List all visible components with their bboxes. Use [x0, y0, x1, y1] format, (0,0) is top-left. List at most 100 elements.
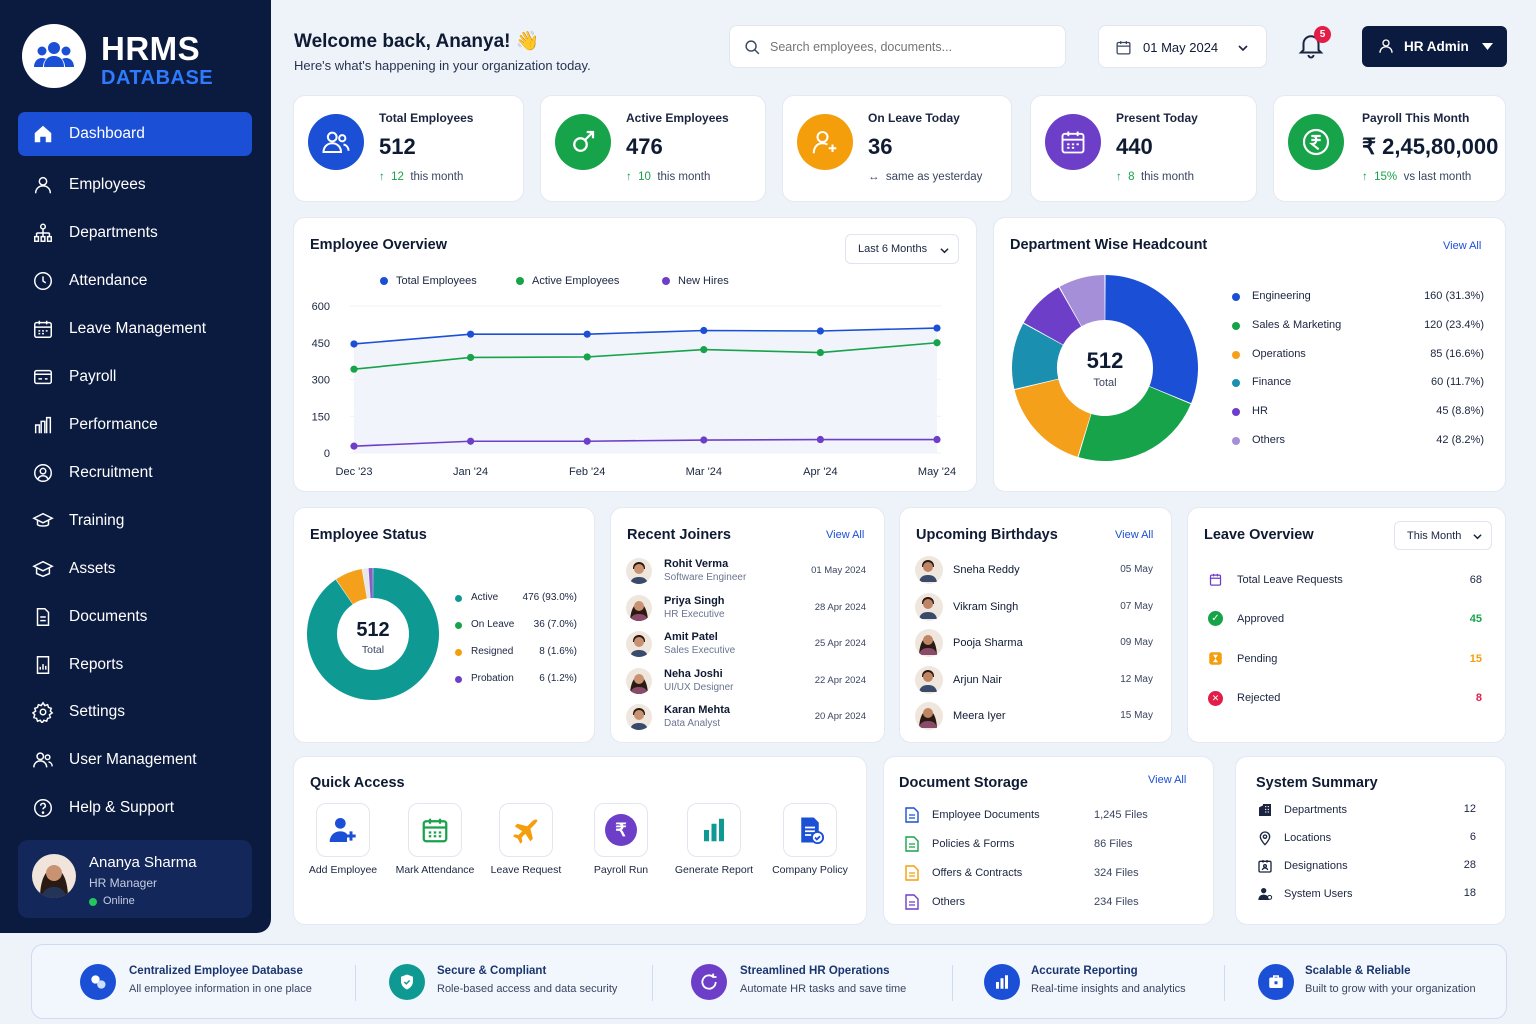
donut-slice[interactable] [1012, 323, 1063, 389]
data-point[interactable] [933, 339, 941, 347]
data-point[interactable] [350, 340, 358, 348]
card-title: Recent Joiners [627, 527, 731, 543]
storage-label[interactable]: Offers & Contracts [932, 867, 1023, 879]
stat-title: Present Today [1116, 111, 1198, 125]
analytics-icon [984, 964, 1020, 1000]
notification-button[interactable]: 5 [1296, 26, 1331, 62]
donut-slice[interactable] [1014, 379, 1091, 457]
sidebar-item-employees[interactable]: Employees [18, 163, 252, 207]
stat-card-total-employees[interactable]: Total Employees 512 ↑ 12 this month [293, 95, 524, 202]
payroll-run-button[interactable]: ₹ [594, 803, 648, 857]
data-point[interactable] [816, 435, 825, 444]
birthday-name[interactable]: Meera Iyer [953, 710, 1006, 722]
donut-slice[interactable] [1105, 275, 1198, 404]
data-point[interactable] [467, 353, 475, 362]
calendar-icon [422, 818, 448, 843]
company-policy-button[interactable] [783, 803, 837, 857]
generate-report-button[interactable] [687, 803, 741, 857]
data-point[interactable] [583, 353, 591, 361]
data-point[interactable] [933, 324, 941, 332]
view-all-link[interactable]: View All [826, 529, 865, 541]
data-point[interactable] [816, 327, 825, 335]
add-employee-button[interactable] [316, 803, 370, 857]
birthday-name[interactable]: Arjun Nair [953, 673, 1002, 686]
storage-value: 86 Files [1094, 838, 1133, 850]
database-icon [80, 964, 116, 1000]
leave-value: 8 [1475, 692, 1482, 704]
donut-slice[interactable] [368, 568, 373, 599]
data-point[interactable] [933, 435, 941, 444]
joiner-role: Sales Executive [664, 645, 736, 656]
data-point[interactable] [467, 330, 475, 338]
data-point[interactable] [700, 326, 708, 335]
storage-label[interactable]: Others [932, 896, 966, 908]
donut-slice[interactable] [1059, 275, 1105, 327]
leave-request-button[interactable] [499, 803, 553, 857]
stat-card-present-today[interactable]: Present Today 440 ↑ 8 this month [1030, 95, 1257, 202]
sidebar-item-help-support[interactable]: Help & Support [18, 786, 252, 830]
joiner-name[interactable]: Karan Mehta [664, 704, 731, 716]
donut-slice[interactable] [336, 568, 367, 605]
birthday-name[interactable]: Sneha Reddy [953, 564, 1020, 576]
joiner-name[interactable]: Priya Singh [664, 594, 725, 607]
view-all-link[interactable]: View All [1115, 529, 1154, 541]
mark-attendance-button[interactable] [408, 803, 462, 857]
birthday-name[interactable]: Pooja Sharma [953, 637, 1023, 649]
welcome-title: Welcome back, Ananya! 👋 [294, 31, 540, 52]
sidebar-item-leave-management[interactable]: Leave Management [18, 307, 252, 351]
data-point[interactable] [350, 442, 358, 450]
sidebar-item-attendance[interactable]: Attendance [18, 259, 252, 303]
stat-card-active-employees[interactable]: Active Employees 476 ↑ 10 this month [540, 95, 766, 202]
date-picker[interactable]: 01 May 2024 [1098, 25, 1267, 68]
data-point[interactable] [700, 346, 708, 354]
card-title: Document Storage [899, 775, 1028, 791]
sidebar-item-assets[interactable]: Assets [18, 547, 252, 591]
data-point[interactable] [583, 437, 591, 445]
data-point[interactable] [467, 437, 475, 445]
stat-card-on-leave[interactable]: On Leave Today 36 ↔ same as yesterday [782, 95, 1012, 202]
data-point[interactable] [583, 330, 591, 338]
legend-dot [455, 595, 462, 602]
data-point[interactable] [700, 436, 708, 444]
sidebar-item-reports[interactable]: Reports [18, 643, 252, 687]
data-point[interactable] [350, 365, 358, 373]
joiner-name[interactable]: Amit Patel [664, 631, 718, 643]
leave-range-dropdown[interactable]: This Month [1394, 521, 1492, 550]
donut-slice[interactable] [1078, 386, 1191, 461]
user-profile-card[interactable]: Ananya Sharma HR Manager Online [18, 840, 252, 918]
sidebar-item-training[interactable]: Training [18, 499, 252, 543]
joiner-name[interactable]: Rohit Verma [664, 558, 729, 570]
series-line [353, 438, 937, 447]
stat-card-payroll[interactable]: Payroll This Month ₹ 2,45,80,000 ↑ 15% v… [1273, 95, 1506, 202]
user-menu-button[interactable]: HR Admin [1362, 26, 1507, 67]
sidebar-item-departments[interactable]: Departments [18, 211, 252, 255]
joiner-name[interactable]: Neha Joshi [664, 667, 723, 680]
sidebar-item-recruitment[interactable]: Recruitment [18, 451, 252, 495]
birthday-name[interactable]: Vikram Singh [953, 600, 1019, 613]
profile-role: HR Manager [89, 876, 158, 890]
sidebar-item-payroll[interactable]: Payroll [18, 355, 252, 399]
series-line [353, 341, 938, 371]
data-point[interactable] [816, 348, 825, 357]
donut-slice[interactable] [362, 568, 371, 599]
range-dropdown[interactable]: Last 6 Months [845, 234, 959, 264]
stat-delta: ↑ 12 this month [379, 171, 464, 183]
storage-label[interactable]: Policies & Forms [932, 838, 1015, 850]
sidebar-item-dashboard[interactable]: Dashboard [18, 112, 252, 156]
storage-label[interactable]: Employee Documents [932, 809, 1040, 821]
sidebar-item-user-management[interactable]: User Management [18, 738, 252, 782]
sidebar-item-settings[interactable]: Settings [18, 690, 252, 734]
chevron-down-icon [1238, 45, 1248, 52]
donut-slice[interactable] [1023, 287, 1082, 345]
sidebar-item-documents[interactable]: Documents [18, 595, 252, 639]
donut-slice[interactable] [307, 568, 439, 700]
sidebar-item-label: Performance [69, 416, 158, 433]
view-all-link[interactable]: View All [1443, 240, 1482, 252]
stat-value: 476 [626, 134, 663, 159]
joiner-date: 28 Apr 2024 [814, 601, 866, 613]
search-input[interactable] [770, 36, 1055, 58]
sidebar-item-performance[interactable]: Performance [18, 403, 252, 447]
leave-value: 68 [1469, 574, 1482, 586]
view-all-link[interactable]: View All [1148, 774, 1187, 786]
search-bar[interactable] [729, 25, 1066, 68]
